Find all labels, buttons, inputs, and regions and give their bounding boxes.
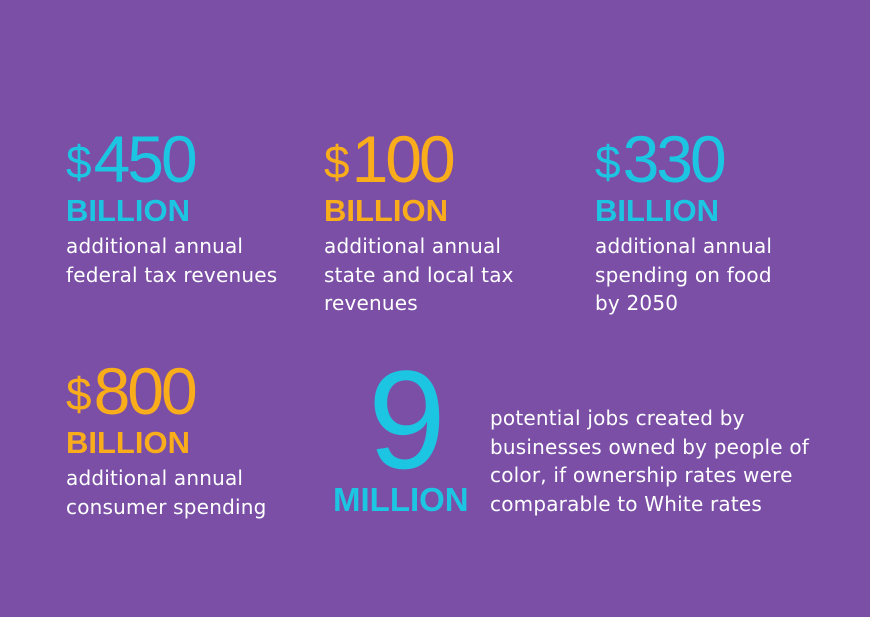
stat-consumer-spending: $800 BILLION additional annual consumer … [66,358,267,521]
stat-unit: BILLION [66,193,190,228]
currency-symbol: $ [66,136,92,188]
stat-amount: $100 [324,126,514,194]
amount-value: 100 [351,122,456,196]
stat-state-local-tax: $100 BILLION additional annual state and… [324,126,514,318]
jobs-unit: MILLION [333,481,469,518]
stat-description: additional annual federal tax revenues [66,234,278,287]
stat-unit: BILLION [66,425,190,460]
amount-value: 330 [622,122,727,196]
currency-symbol: $ [324,136,350,188]
stat-amount: $800 [66,358,267,426]
currency-symbol: $ [66,368,92,420]
stat-amount: $450 [66,126,277,194]
stat-unit: BILLION [324,193,448,228]
currency-symbol: $ [595,136,621,188]
stat-federal-tax: $450 BILLION additional annual federal t… [66,126,277,289]
stat-description: additional annual state and local tax re… [324,234,514,315]
jobs-description: potential jobs created by businesses own… [490,406,809,516]
stat-unit: BILLION [595,193,719,228]
stat-amount: $330 [595,126,772,194]
stat-food-spending: $330 BILLION additional annual spending … [595,126,772,318]
amount-value: 800 [93,354,198,428]
jobs-amount: 9 [368,341,446,498]
amount-value: 450 [93,122,198,196]
stat-description: additional annual spending on food by 20… [595,234,773,315]
stat-description: additional annual consumer spending [66,466,267,519]
